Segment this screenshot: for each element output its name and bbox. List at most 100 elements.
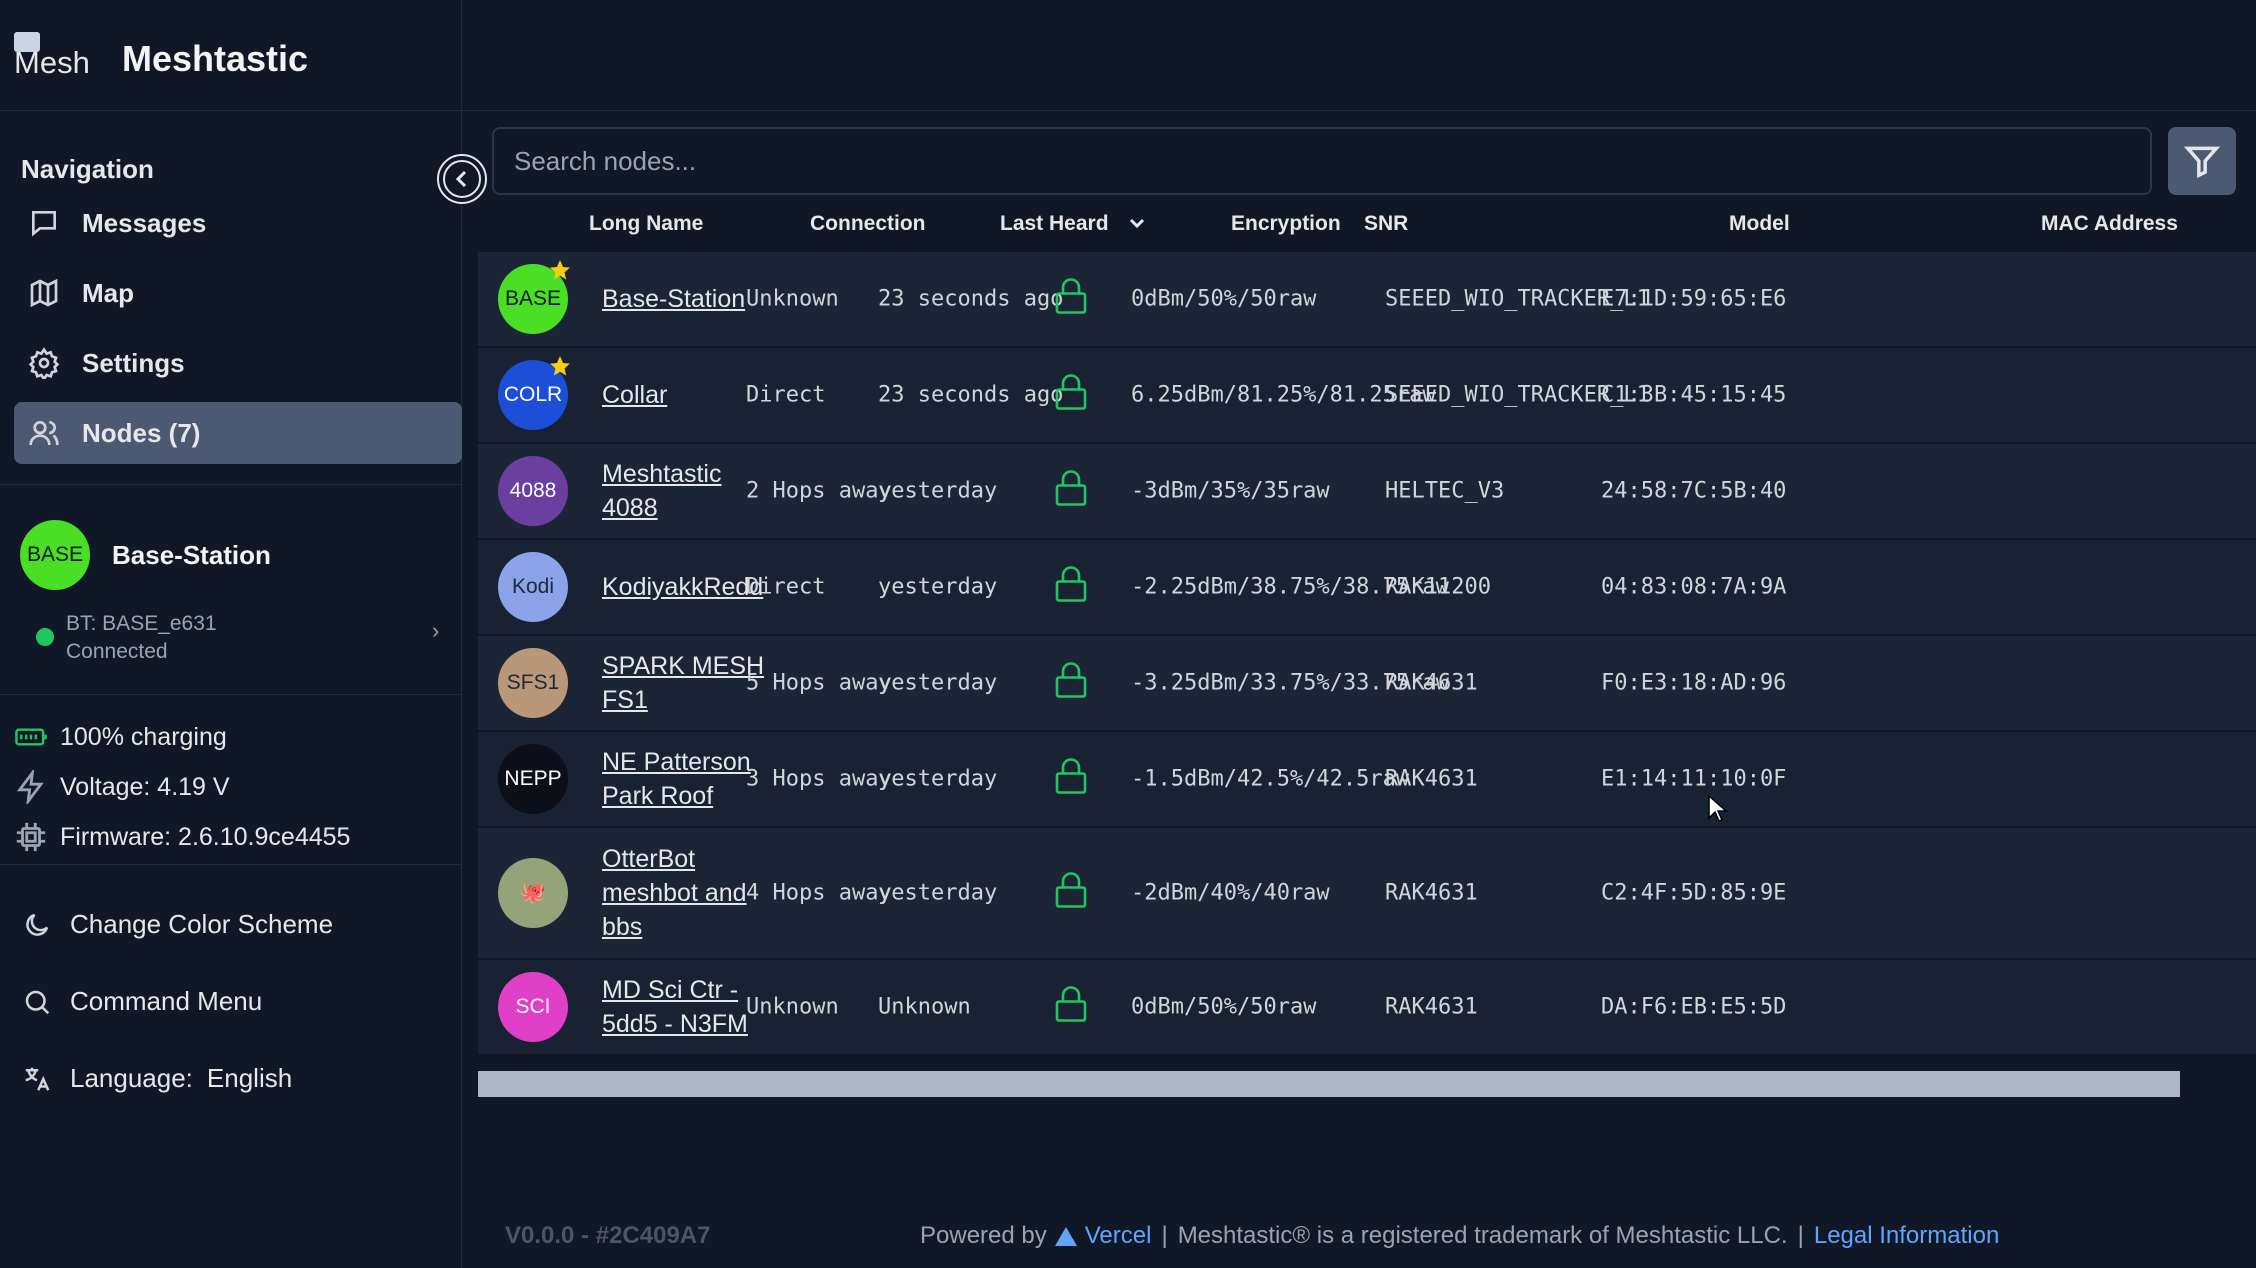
search-input[interactable] — [492, 127, 2152, 195]
node-avatar-text: SCI — [515, 995, 551, 1018]
legal-information-link[interactable]: Legal Information — [1813, 1222, 2000, 1249]
node-avatar: SCI — [498, 972, 568, 1042]
table-row[interactable]: SFS1 SPARK MESH FS1 5 Hops away yesterday -3… — [478, 636, 2256, 732]
firmware-text: Firmware: 2.6.10.9ce4455 — [60, 822, 351, 851]
version-label: V0.0.0 - #2C409A7 — [505, 1222, 711, 1249]
node-model: RAK4631 — [1385, 880, 1478, 906]
header-snr[interactable]: SNR — [1364, 212, 1409, 235]
firmware-stat: Firmware: 2.6.10.9ce4455 — [14, 812, 350, 862]
lock-icon — [1052, 984, 1090, 1031]
node-name-link[interactable]: SPARK MESH FS1 — [602, 652, 765, 714]
filter-button[interactable] — [2168, 127, 2236, 195]
command-menu-label: Command Menu — [70, 986, 263, 1016]
node-name-link[interactable]: KodiyakkRedd — [602, 573, 764, 601]
node-mac-address: DA:F6:EB:E5:5D — [1601, 994, 1787, 1020]
map-icon — [30, 278, 58, 308]
translate-icon — [25, 1067, 50, 1091]
header-connection[interactable]: Connection — [810, 212, 926, 235]
battery-stat: 100% charging — [14, 712, 350, 762]
table-row[interactable]: COLR Collar Direct 23 seconds ago 6.25dBm/81… — [478, 348, 2256, 444]
node-avatar: COLR — [498, 356, 570, 430]
lock-icon — [1052, 756, 1090, 803]
node-mac-address: C1:3B:45:15:45 — [1601, 382, 1787, 408]
nav-item-messages[interactable]: Messages — [14, 192, 462, 254]
node-avatar-text: Kodi — [511, 575, 555, 598]
table-header: Long Name Connection Last Heard Encrypti… — [478, 200, 2256, 250]
node-model: HELTEC_V3 — [1385, 478, 1505, 504]
nodes-table: Long Name Connection Last Heard Encrypti… — [478, 200, 2256, 1100]
chevron-right-icon[interactable]: › — [432, 618, 440, 643]
divider — [0, 110, 461, 111]
nav-item-nodes[interactable]: Nodes (7) — [14, 402, 462, 464]
node-mac-address: 04:83:08:7A:9A — [1601, 574, 1787, 600]
nav-item-label: Map — [82, 277, 134, 308]
node-avatar: Kodi — [498, 552, 568, 622]
header-long-name[interactable]: Long Name — [589, 212, 704, 235]
table-row[interactable]: NEPP NE Patterson Park Roof 3 Hops away yes… — [478, 732, 2256, 828]
vercel-link[interactable]: Vercel — [1084, 1222, 1152, 1249]
node-connection: 3 Hops away — [746, 766, 892, 792]
node-mac-address: 24:58:7C:5B:40 — [1601, 478, 1787, 504]
message-square-icon — [32, 211, 56, 237]
lock-icon — [1052, 468, 1090, 515]
header-encryption[interactable]: Encryption — [1231, 212, 1341, 235]
color-scheme-label: Change Color Scheme — [70, 909, 334, 939]
table-row[interactable]: 🐙 OtterBot meshbot and bbs 4 Hops away yest… — [478, 828, 2256, 960]
node-avatar-text: 🐙 — [519, 881, 547, 904]
node-avatar: 4088 — [498, 456, 568, 526]
lock-icon — [1052, 660, 1090, 707]
node-avatar-text: BASE — [504, 287, 562, 310]
lock-icon — [1052, 276, 1090, 323]
node-connection: Direct — [746, 574, 826, 600]
node-last-heard: 23 seconds ago — [878, 382, 1064, 408]
cpu-icon — [16, 822, 46, 852]
node-mac-address: E1:14:11:10:0F — [1601, 766, 1787, 792]
collapse-sidebar-button[interactable] — [437, 154, 487, 204]
node-snr: -1.5dBm/42.5%/42.5raw — [1131, 766, 1410, 792]
horizontal-scrollbar[interactable] — [478, 1071, 2180, 1097]
device-name: Base-Station — [112, 540, 271, 570]
table-row[interactable]: BASE Base-Station Unknown 23 seconds ago 0dB… — [478, 252, 2256, 348]
language-label: Language: — [70, 1063, 193, 1093]
node-model: RAK4631 — [1385, 994, 1478, 1020]
node-name-link[interactable]: Meshtastic 4088 — [602, 460, 722, 522]
command-menu-button[interactable]: Command Menu — [22, 963, 333, 1040]
nav-item-settings[interactable]: Settings — [14, 332, 462, 394]
node-name-link[interactable]: MD Sci Ctr - 5dd5 - N3FM — [602, 976, 748, 1038]
header-last-heard-label: Last Heard — [1000, 212, 1109, 235]
node-last-heard: 23 seconds ago — [878, 286, 1064, 312]
node-avatar: NEPP — [498, 744, 568, 814]
header-last-heard[interactable]: Last Heard — [1000, 212, 1146, 236]
device-card[interactable]: BASE Base-Station BT: BASE_e631 Connecte… — [20, 518, 450, 668]
node-last-heard: yesterday — [878, 766, 998, 792]
bottom-menu: Change Color Scheme Command Menu Languag… — [22, 886, 333, 1117]
filter-icon — [2183, 146, 2221, 179]
chevron-left-icon — [455, 170, 467, 188]
node-model: RAK4631 — [1385, 670, 1478, 696]
nav-item-map[interactable]: Map — [14, 262, 462, 324]
header-mac-address[interactable]: MAC Address — [2041, 212, 2178, 235]
table-row[interactable]: Kodi KodiyakkRedd Direct yesterday -2.25dBm/… — [478, 540, 2256, 636]
node-name-link[interactable]: NE Patterson Park Roof — [602, 748, 751, 810]
node-avatar-text: NEPP — [504, 767, 562, 790]
app-title: Meshtastic — [122, 38, 309, 79]
node-snr: 0dBm/50%/50raw — [1131, 286, 1317, 312]
voltage-text: Voltage: 4.19 V — [60, 772, 230, 801]
table-row[interactable]: 4088 Meshtastic 4088 2 Hops away yesterday -… — [478, 444, 2256, 540]
language-value: English — [206, 1063, 293, 1093]
device-connection-info: BT: BASE_e631 Connected — [66, 610, 217, 666]
node-avatar-text: 4088 — [509, 479, 557, 502]
node-snr: 0dBm/50%/50raw — [1131, 994, 1317, 1020]
device-status: Connected — [66, 640, 168, 663]
table-row[interactable]: SCI MD Sci Ctr - 5dd5 - N3FM Unknown Unknow… — [478, 960, 2256, 1056]
logo: Mesh — [14, 32, 104, 80]
node-name-link[interactable]: Base-Station — [602, 285, 746, 313]
node-name-link[interactable]: OtterBot meshbot and bbs — [602, 845, 747, 941]
header-model[interactable]: Model — [1729, 212, 1790, 235]
node-connection: 2 Hops away — [746, 478, 892, 504]
divider — [0, 694, 461, 695]
node-name-link[interactable]: Collar — [602, 381, 668, 409]
language-button[interactable]: Language: English — [22, 1040, 333, 1117]
change-color-scheme-button[interactable]: Change Color Scheme — [22, 886, 333, 963]
